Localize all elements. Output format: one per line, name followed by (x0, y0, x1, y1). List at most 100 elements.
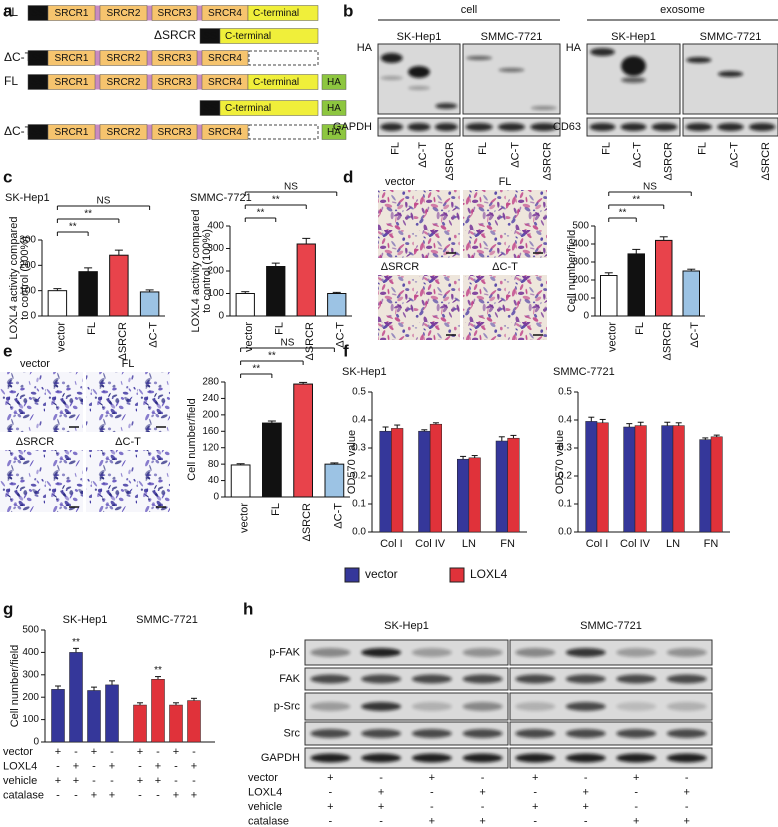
error-bar (421, 429, 428, 432)
condition-sign: - (138, 789, 142, 801)
cell-line: SMMC-7721 (700, 31, 762, 43)
blot-row-label: HA (357, 42, 373, 54)
domain-label: C-terminal (225, 103, 271, 114)
band (685, 123, 713, 131)
x-tick-label: ΔC-T (332, 503, 344, 529)
condition-sign: - (174, 760, 178, 772)
micrograph (463, 190, 547, 258)
y-tick-label: 500 (22, 625, 39, 636)
band (590, 48, 615, 56)
error-bar (114, 249, 123, 256)
band (361, 674, 402, 684)
condition-sign: - (174, 775, 178, 787)
error-bar (675, 422, 682, 426)
condition-sign: - (156, 746, 160, 758)
band (651, 123, 678, 131)
blot-group-title: exosome (660, 4, 705, 16)
error-bar (626, 423, 633, 427)
x-tick-label: LN (462, 538, 476, 550)
x-tick-label: vector (239, 503, 251, 533)
linker (197, 124, 202, 140)
bar (634, 425, 647, 533)
error-bar (588, 416, 595, 422)
domain (219, 100, 319, 116)
y-tick-label: 160 (202, 426, 219, 437)
x-tick-label: FN (704, 538, 719, 550)
error-bar (191, 697, 197, 701)
lane-label: FL (390, 142, 402, 155)
linker (197, 5, 202, 21)
band (498, 68, 525, 72)
band (621, 77, 646, 83)
domain-label: SRCR2 (107, 8, 141, 19)
domain-label: C-terminal (253, 77, 299, 88)
band (666, 674, 707, 684)
band (565, 729, 606, 738)
band (361, 648, 402, 657)
band (411, 729, 452, 738)
domain (247, 74, 319, 90)
domain-label: SRCR4 (208, 8, 242, 19)
cell-line: SMMC-7721 (580, 620, 642, 632)
group-title: SMMC-7721 (136, 614, 198, 626)
y-tick-label: 0.1 (558, 499, 572, 510)
tag-label: HA (327, 77, 341, 88)
y-tick-label: 500 (572, 221, 589, 232)
domain (99, 124, 148, 140)
bar (655, 239, 673, 317)
x-tick-label: FN (500, 538, 515, 550)
micrograph (378, 275, 460, 340)
condition-sign: + (429, 815, 435, 827)
y-tick-label: 240 (202, 393, 219, 404)
band (515, 753, 556, 763)
band (462, 729, 503, 738)
band (530, 106, 557, 110)
linker (197, 50, 202, 66)
condition-sign: + (532, 772, 538, 784)
significance: ** (154, 665, 162, 676)
band (565, 674, 606, 684)
condition-sign: + (91, 746, 97, 758)
error-bar (394, 424, 401, 429)
bar (47, 290, 68, 317)
y-tick-label: 120 (202, 442, 219, 453)
y-tick-label: 80 (208, 459, 220, 470)
panel-letter: c (3, 167, 12, 186)
error-bar (632, 248, 641, 254)
band (380, 76, 403, 80)
lane-label: FL (697, 142, 709, 155)
significance: ** (257, 208, 265, 219)
significance: NS (97, 196, 111, 207)
band (462, 674, 503, 684)
bar (69, 652, 83, 743)
bar (468, 457, 481, 533)
y-tick-label: 0.5 (352, 387, 366, 398)
y-axis-label: OD570 value (554, 430, 566, 494)
domain (47, 74, 96, 90)
bar (105, 684, 119, 743)
y-tick-label: 0.2 (352, 471, 366, 482)
error-bar (659, 236, 668, 241)
micrograph (86, 450, 170, 512)
band (565, 648, 606, 657)
condition-sign: - (92, 775, 96, 787)
lane-label: ΔSRCR (444, 142, 456, 181)
significance: ** (272, 195, 280, 206)
blot (304, 747, 509, 769)
condition-sign: + (633, 772, 639, 784)
x-tick-label: ΔC-T (335, 322, 347, 348)
y-axis-label: LOXL4 activity compared (8, 217, 20, 340)
lane-label: ΔC-T (631, 142, 643, 168)
tag (321, 100, 347, 116)
y-axis-label: Cell number/field (566, 230, 578, 313)
domain (99, 5, 148, 21)
linker (147, 124, 152, 140)
micrograph-label: ΔC-T (492, 261, 518, 273)
y-tick-label: 200 (207, 266, 224, 277)
band (565, 702, 606, 711)
panel-letter: h (243, 599, 253, 618)
significance: ** (72, 637, 80, 648)
legend-label: LOXL4 (470, 567, 508, 581)
significance: ** (84, 209, 92, 220)
error-bar (713, 434, 720, 437)
